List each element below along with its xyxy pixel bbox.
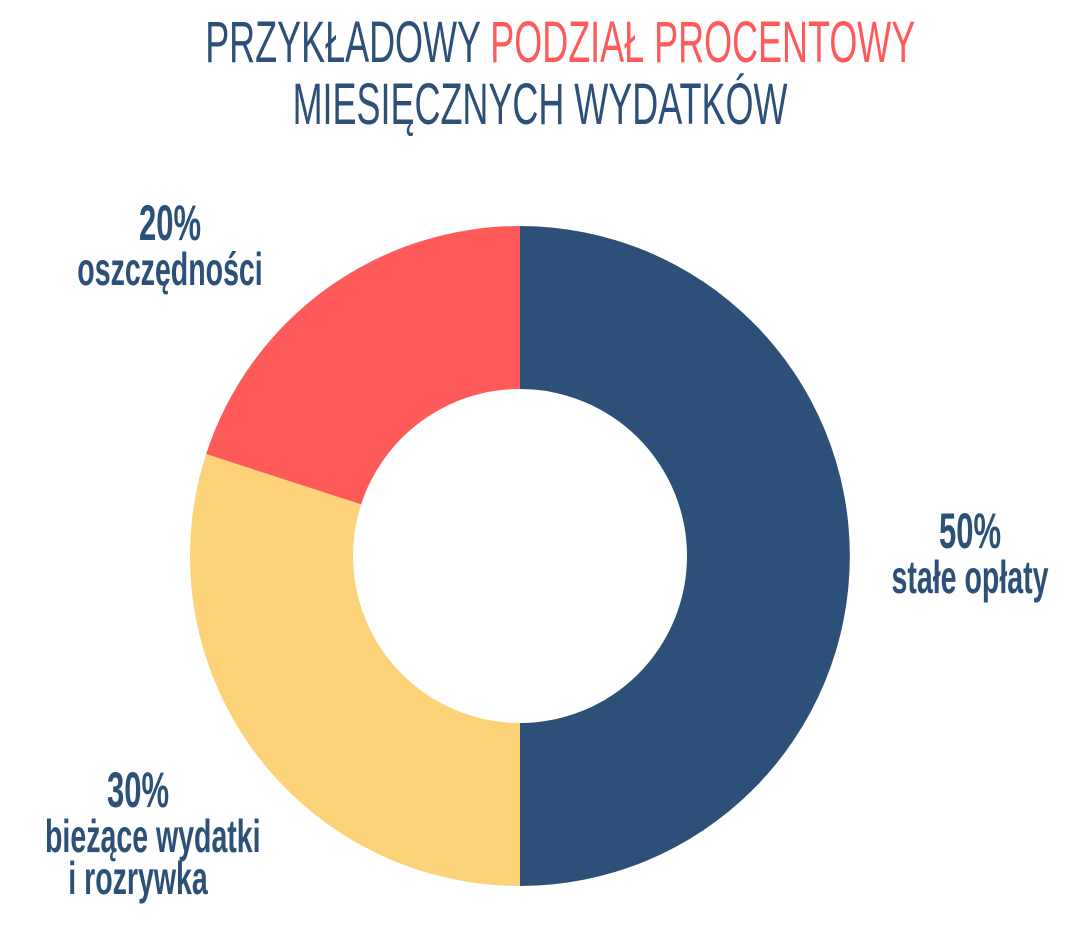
label-current-text-2: i rozrywka [68,852,208,904]
label-savings: 20% oszczędności [20,195,320,295]
label-savings-percent: 20% [138,195,202,251]
title-line-1: PRZYKŁADOWY PODZIAŁ PROCENTOWY [205,10,915,75]
label-fixed-percent: 50% [938,503,1002,559]
donut-slice-1 [190,454,520,886]
title-line-2: MIESIĘCZNYCH WYDATKÓW [292,72,788,137]
title-part-1: PRZYKŁADOWY [205,10,481,75]
donut-slice-0 [520,226,850,886]
label-fixed-text: stałe opłaty [891,551,1049,603]
label-current-text-1: bieżące wydatki [45,810,261,862]
label-current-percent: 30% [106,762,170,818]
donut-slice-2 [206,226,520,505]
chart-title: PRZYKŁADOWY PODZIAŁ PROCENTOWY MIESIĘCZN… [0,12,1080,136]
label-current-expenses: 30% bieżące wydatki i rozrywka [0,762,288,904]
title-part-2-accent: PODZIAŁ PROCENTOWY [490,10,916,75]
label-savings-text: oszczędności [77,243,263,295]
label-fixed-costs: 50% stałe opłaty [820,503,1080,603]
